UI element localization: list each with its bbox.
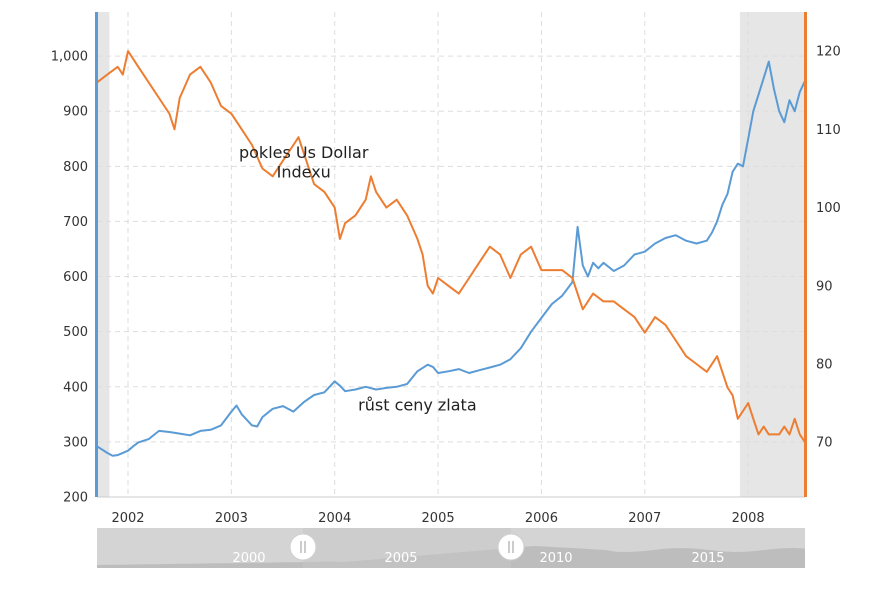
y-left-tick-label-500: 500 <box>63 325 88 340</box>
y-right-tick-label-100: 100 <box>816 201 841 216</box>
annotation-2: růst ceny zlata <box>358 395 476 414</box>
annotation-0: pokles Us Dollar <box>239 143 369 162</box>
y-right-tick-label-110: 110 <box>816 123 841 138</box>
y-left-tick-label-300: 300 <box>63 435 88 450</box>
x-tick-label-2004: 2004 <box>318 511 351 526</box>
x-tick-label-2005: 2005 <box>422 511 455 526</box>
y-right-tick-label-90: 90 <box>816 279 833 294</box>
y-left-tick-label-900: 900 <box>63 105 88 120</box>
y-left-tick-label-200: 200 <box>63 491 88 506</box>
shaded-region-0 <box>97 12 110 497</box>
annotation-1: Indexu <box>277 162 331 181</box>
range-navigator[interactable]: 2000 2005 2010 2015 <box>97 528 805 568</box>
y-left-tick-label-400: 400 <box>63 380 88 395</box>
dollar-index-line <box>96 50 806 443</box>
y-right-tick-label-120: 120 <box>816 45 841 60</box>
grid <box>97 12 805 498</box>
axes <box>95 12 807 498</box>
x-tick-label-2003: 2003 <box>215 511 248 526</box>
y-left-tick-label-1,000: 1,000 <box>51 50 88 65</box>
navigator-selection[interactable] <box>303 528 511 568</box>
x-tick-label-2007: 2007 <box>628 511 661 526</box>
gold-price-line <box>96 60 806 457</box>
tick-labels: 2002 2003 2004 2005 2006 2007 2008 200 300 400 500… <box>51 45 841 526</box>
navigator-year-2000: 2000 <box>232 551 265 566</box>
x-tick-label-2002: 2002 <box>111 511 144 526</box>
right-axis-bar <box>804 12 807 497</box>
shaded-regions <box>97 12 805 497</box>
y-left-tick-label-600: 600 <box>63 270 88 285</box>
navigator-left-handle[interactable] <box>289 533 317 561</box>
y-right-tick-label-70: 70 <box>816 436 833 451</box>
y-left-tick-label-700: 700 <box>63 215 88 230</box>
y-left-tick-label-800: 800 <box>63 160 88 175</box>
x-tick-label-2006: 2006 <box>525 511 558 526</box>
navigator-year-2010: 2010 <box>539 551 572 566</box>
left-axis-bar <box>95 12 98 497</box>
navigator-year-2005: 2005 <box>384 551 417 566</box>
shaded-region-1 <box>739 12 805 497</box>
series-lines <box>96 50 806 457</box>
x-tick-label-2008: 2008 <box>732 511 765 526</box>
y-right-tick-label-80: 80 <box>816 358 833 373</box>
navigator-year-labels: 2000 2005 2010 2015 <box>232 551 724 566</box>
navigator-year-2015: 2015 <box>691 551 724 566</box>
navigator-right-handle[interactable] <box>497 533 525 561</box>
